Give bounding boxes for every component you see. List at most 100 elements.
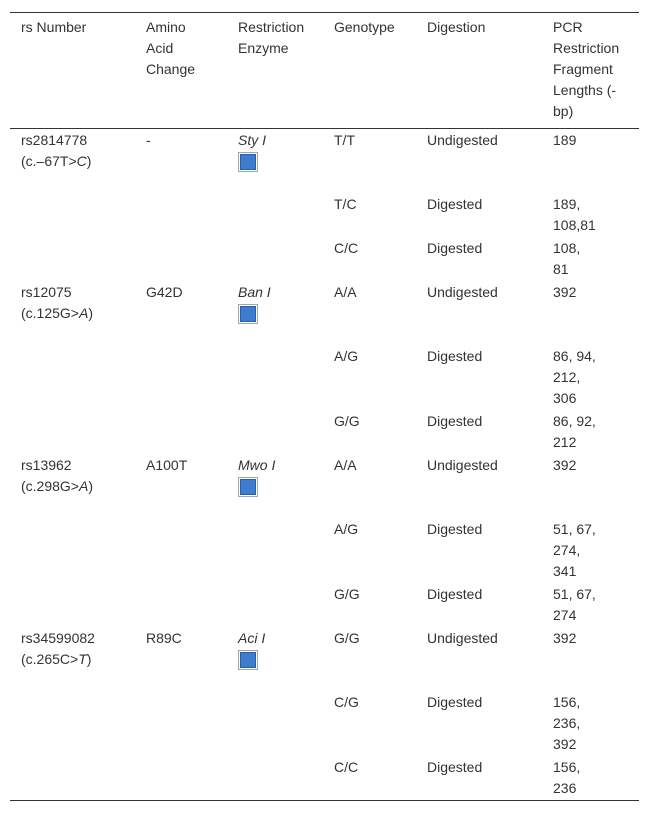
table-row: rs13962 (c.298G>A) A100T Mwo I A/A Undigested…: [10, 454, 639, 518]
genotype-cell: G/G: [323, 583, 416, 627]
fragment-line: 306: [553, 390, 577, 406]
fragments-cell: 108, 81: [542, 237, 639, 281]
table-row: G/G Digested 51, 67, 274: [10, 583, 639, 627]
fragments-cell: 392: [542, 281, 639, 345]
change-suffix: ): [88, 478, 93, 494]
amino-acid-cell: [135, 237, 227, 281]
snp-id: rs13962: [21, 457, 72, 473]
table-row: C/C Digested 108, 81: [10, 237, 639, 281]
fragment-line: 392: [553, 736, 577, 752]
genotype-cell: G/G: [323, 410, 416, 454]
fragments-cell: 189, 108,81: [542, 193, 639, 237]
table-row: rs2814778 (c.–67T>C) - Sty I T/T Undigested 18…: [10, 129, 639, 194]
change-prefix: (c.298G>: [21, 478, 79, 494]
amino-acid-cell: G42D: [135, 281, 227, 345]
enzyme-cell: [227, 410, 323, 454]
change-suffix: ): [88, 305, 93, 321]
snp-cell: [10, 237, 135, 281]
help-icon[interactable]: [238, 477, 258, 497]
fragments-cell: 86, 92, 212: [542, 410, 639, 454]
snp-cell: [10, 691, 135, 756]
icon-line: [238, 303, 319, 344]
digestion-cell: Digested: [416, 237, 542, 281]
genotype-cell: T/C: [323, 193, 416, 237]
enzyme-cell: [227, 756, 323, 801]
fragment-line: 189,: [553, 196, 581, 212]
enzyme-cell: [227, 583, 323, 627]
genotype: C/C: [334, 240, 359, 256]
table-row: G/G Digested 86, 92, 212: [10, 410, 639, 454]
enzyme-name: Mwo I: [238, 457, 276, 473]
column-header: Digestion: [416, 13, 542, 129]
snp-cell: [10, 193, 135, 237]
change-suffix: ): [86, 651, 92, 667]
genotype-cell: A/G: [323, 518, 416, 583]
help-icon[interactable]: [238, 152, 258, 172]
table-body: rs2814778 (c.–67T>C) - Sty I T/T Undigested 18…: [10, 129, 639, 801]
fragment-line: 212,: [553, 369, 581, 385]
header-line: Genotype: [334, 19, 395, 35]
snp-cell: rs12075 (c.125G>A): [10, 281, 135, 345]
table-row: A/G Digested 51, 67, 274, 341: [10, 518, 639, 583]
help-icon[interactable]: [238, 650, 258, 670]
change-prefix: (c.125G>: [21, 305, 79, 321]
enzyme-cell: Aci I: [227, 627, 323, 691]
enzyme-cell: [227, 345, 323, 410]
snp-change: (c.125G>A): [21, 303, 131, 324]
snp-cell: rs34599082 (c.265C>T): [10, 627, 135, 691]
digestion-cell: Undigested: [416, 281, 542, 345]
genotype: A/A: [334, 284, 357, 300]
change-allele: C: [76, 153, 87, 169]
fragment-line: 189: [553, 132, 577, 148]
enzyme-cell: [227, 237, 323, 281]
enzyme-name: Sty I: [238, 132, 267, 148]
amino-acid-cell: R89C: [135, 627, 227, 691]
column-header: Genotype: [323, 13, 416, 129]
header-line: Restriction: [238, 19, 305, 35]
fragment-line: 392: [553, 630, 577, 646]
enzyme-cell: Sty I: [227, 129, 323, 194]
amino-acid-change: G42D: [146, 284, 183, 300]
fragments-cell: 392: [542, 627, 639, 691]
genotype-cell: A/G: [323, 345, 416, 410]
header-line: Acid: [146, 40, 174, 56]
snp-cell: rs2814778 (c.–67T>C): [10, 129, 135, 194]
digestion: Digested: [427, 586, 483, 602]
table-header: rs Number Amino Acid Change Restriction Enzym…: [10, 12, 639, 129]
snp-cell: [10, 518, 135, 583]
table-row: rs12075 (c.125G>A) G42D Ban I A/A Undigested 3…: [10, 281, 639, 345]
genotype: G/G: [334, 630, 360, 646]
fragments-cell: 156, 236: [542, 756, 639, 801]
fragment-line: 51, 67,: [553, 521, 596, 537]
header-line: PCR: [553, 19, 583, 35]
fragment-line: 236: [553, 780, 577, 796]
genotype: A/G: [334, 348, 359, 364]
change-suffix: ): [86, 153, 92, 169]
snp-cell: [10, 345, 135, 410]
genotype-cell: C/G: [323, 691, 416, 756]
change-prefix: (c.265C>: [21, 651, 79, 667]
header-line: Lengths (-: [553, 82, 617, 98]
genotype: A/G: [334, 521, 359, 537]
digestion-cell: Digested: [416, 518, 542, 583]
digestion: Digested: [427, 413, 483, 429]
enzyme-cell: [227, 691, 323, 756]
fragment-line: 236,: [553, 715, 581, 731]
icon-line: [238, 649, 319, 690]
header-line: bp): [553, 103, 574, 119]
help-icon[interactable]: [238, 304, 258, 324]
digestion-cell: Digested: [416, 193, 542, 237]
genotype-cell: T/T: [323, 129, 416, 194]
amino-acid-cell: [135, 345, 227, 410]
amino-acid-change: -: [146, 132, 151, 148]
fragment-line: 108,: [553, 240, 581, 256]
column-header: Amino Acid Change: [135, 13, 227, 129]
help-icon-glyph: [240, 479, 256, 495]
fragment-line: 392: [553, 457, 577, 473]
enzyme-cell: [227, 193, 323, 237]
fragment-line: 51, 67,: [553, 586, 596, 602]
genotype: T/C: [334, 196, 357, 212]
fragments-cell: 51, 67, 274: [542, 583, 639, 627]
snp-change: (c.–67T>C): [21, 151, 131, 172]
amino-acid-cell: A100T: [135, 454, 227, 518]
